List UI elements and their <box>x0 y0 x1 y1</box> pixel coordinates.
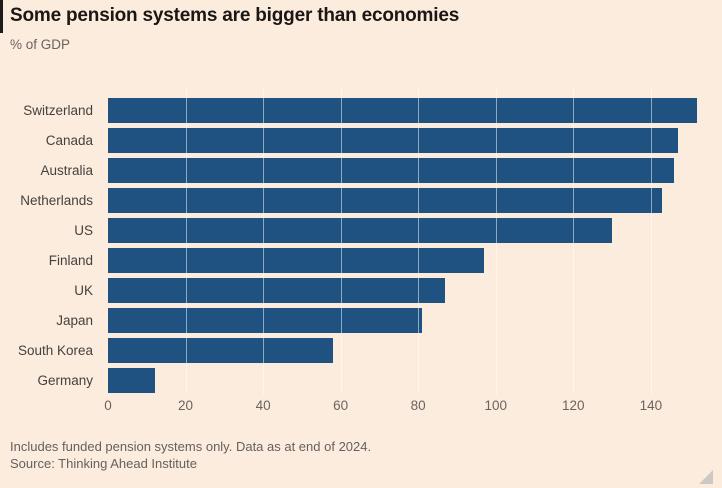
x-tick-label: 60 <box>333 398 349 413</box>
chart-row: US <box>0 215 722 245</box>
x-tick-label: 100 <box>484 398 507 413</box>
chart-row: Netherlands <box>0 185 722 215</box>
x-tick-label: 120 <box>562 398 585 413</box>
x-tick-label: 140 <box>639 398 663 413</box>
chart-row: Japan <box>0 305 722 335</box>
bar <box>108 277 446 303</box>
source-line: Source: Thinking Ahead Institute <box>10 456 197 471</box>
category-label: Germany <box>37 372 93 388</box>
x-tick-label: 0 <box>104 398 112 413</box>
bar <box>108 157 675 183</box>
bar-track <box>108 337 709 363</box>
bar <box>108 97 698 123</box>
window-edge-artifact <box>0 0 3 33</box>
x-tick-label: 80 <box>410 398 426 413</box>
bar <box>108 187 663 213</box>
bar <box>108 247 485 273</box>
category-label: Australia <box>40 162 93 178</box>
bar <box>108 337 333 363</box>
bar <box>108 217 613 243</box>
bar-track <box>108 307 709 333</box>
bar-track <box>108 247 709 273</box>
bar-track <box>108 97 709 123</box>
chart-row: Canada <box>0 125 722 155</box>
bar-track <box>108 187 709 213</box>
chart-row: Australia <box>0 155 722 185</box>
category-label: US <box>74 222 93 238</box>
chart-title: Some pension systems are bigger than eco… <box>10 5 460 26</box>
chart-row: South Korea <box>0 335 722 365</box>
bar-track <box>108 127 709 153</box>
bar-track <box>108 217 709 243</box>
chart-row: Finland <box>0 245 722 275</box>
bar <box>108 307 423 333</box>
chart-row: Germany <box>0 365 722 395</box>
bar <box>108 127 678 153</box>
resize-grip-icon[interactable] <box>699 470 713 484</box>
category-label: South Korea <box>17 342 93 358</box>
bar-track <box>108 277 709 303</box>
category-label: Finland <box>48 252 93 268</box>
footnote: Includes funded pension systems only. Da… <box>10 439 372 454</box>
category-label: Canada <box>45 132 93 148</box>
bar-track <box>108 367 709 393</box>
category-label: UK <box>74 282 93 298</box>
chart-subtitle: % of GDP <box>10 37 71 52</box>
category-label: Japan <box>56 312 93 328</box>
x-tick-label: 20 <box>178 398 194 413</box>
chart-row: Switzerland <box>0 95 722 125</box>
bar <box>108 367 155 393</box>
plot-area: Switzerland Canada Australia Netherlands… <box>0 95 722 395</box>
category-label: Switzerland <box>23 102 93 118</box>
chart-row: UK <box>0 275 722 305</box>
x-axis: 0 20 40 60 80 100 120 140 <box>0 398 722 416</box>
bar-track <box>108 157 709 183</box>
x-tick-label: 40 <box>255 398 271 413</box>
category-label: Netherlands <box>20 192 93 208</box>
